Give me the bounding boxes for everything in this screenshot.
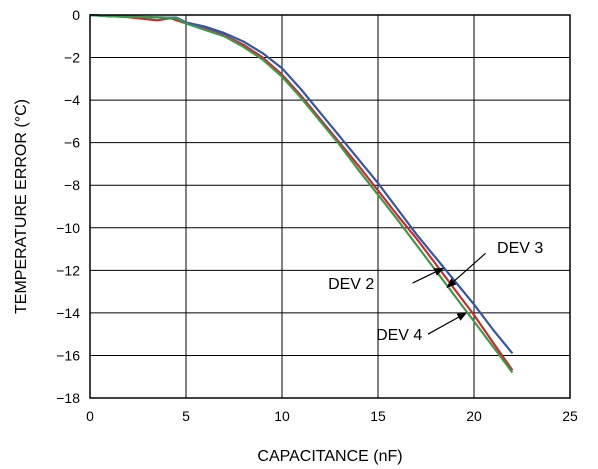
y-tick-label: 0 — [72, 7, 80, 23]
y-tick-label: −8 — [64, 177, 80, 193]
plot-frame — [89, 14, 571, 399]
x-tick-label: 15 — [370, 408, 386, 424]
y-tick-labels: 0 −2 −4 −6 −8 −10 −12 −14 −16 −18 — [56, 7, 80, 406]
y-tick-label: −12 — [56, 262, 80, 278]
y-axis-title: TEMPERATURE ERROR (°C) — [13, 99, 30, 314]
y-tick-label: −6 — [64, 135, 80, 151]
x-axis-title: CAPACITANCE (nF) — [257, 448, 402, 465]
annotation-arrow-dev-4 — [427, 312, 468, 335]
annotation-arrow-dev-3 — [446, 252, 486, 289]
x-tick-labels: 0 5 10 15 20 25 — [86, 408, 578, 424]
y-tick-label: −16 — [56, 347, 80, 363]
annotation-arrow-dev-2 — [412, 267, 445, 284]
x-tick-label: 0 — [86, 408, 94, 424]
series-line-dev-2 — [89, 13, 514, 371]
y-tick-label: −18 — [56, 390, 80, 406]
annotation-label-dev-2: DEV 2 — [328, 276, 374, 293]
series-line-dev-4 — [89, 13, 514, 374]
annotation-label-dev-4: DEV 4 — [376, 327, 422, 344]
annotations: DEV 2 DEV 3 DEV 4 — [328, 240, 543, 344]
x-tick-label: 5 — [182, 408, 190, 424]
x-tick-label: 20 — [466, 408, 482, 424]
annotation-label-dev-3: DEV 3 — [497, 240, 543, 257]
y-tick-label: −2 — [64, 50, 80, 66]
grid — [89, 14, 571, 399]
y-tick-label: −10 — [56, 220, 80, 236]
x-tick-label: 25 — [562, 408, 578, 424]
series-line-dev-3 — [89, 13, 514, 354]
y-tick-label: −14 — [56, 305, 80, 321]
series-layer — [89, 13, 514, 374]
y-tick-label: −4 — [64, 92, 80, 108]
x-tick-label: 10 — [274, 408, 290, 424]
